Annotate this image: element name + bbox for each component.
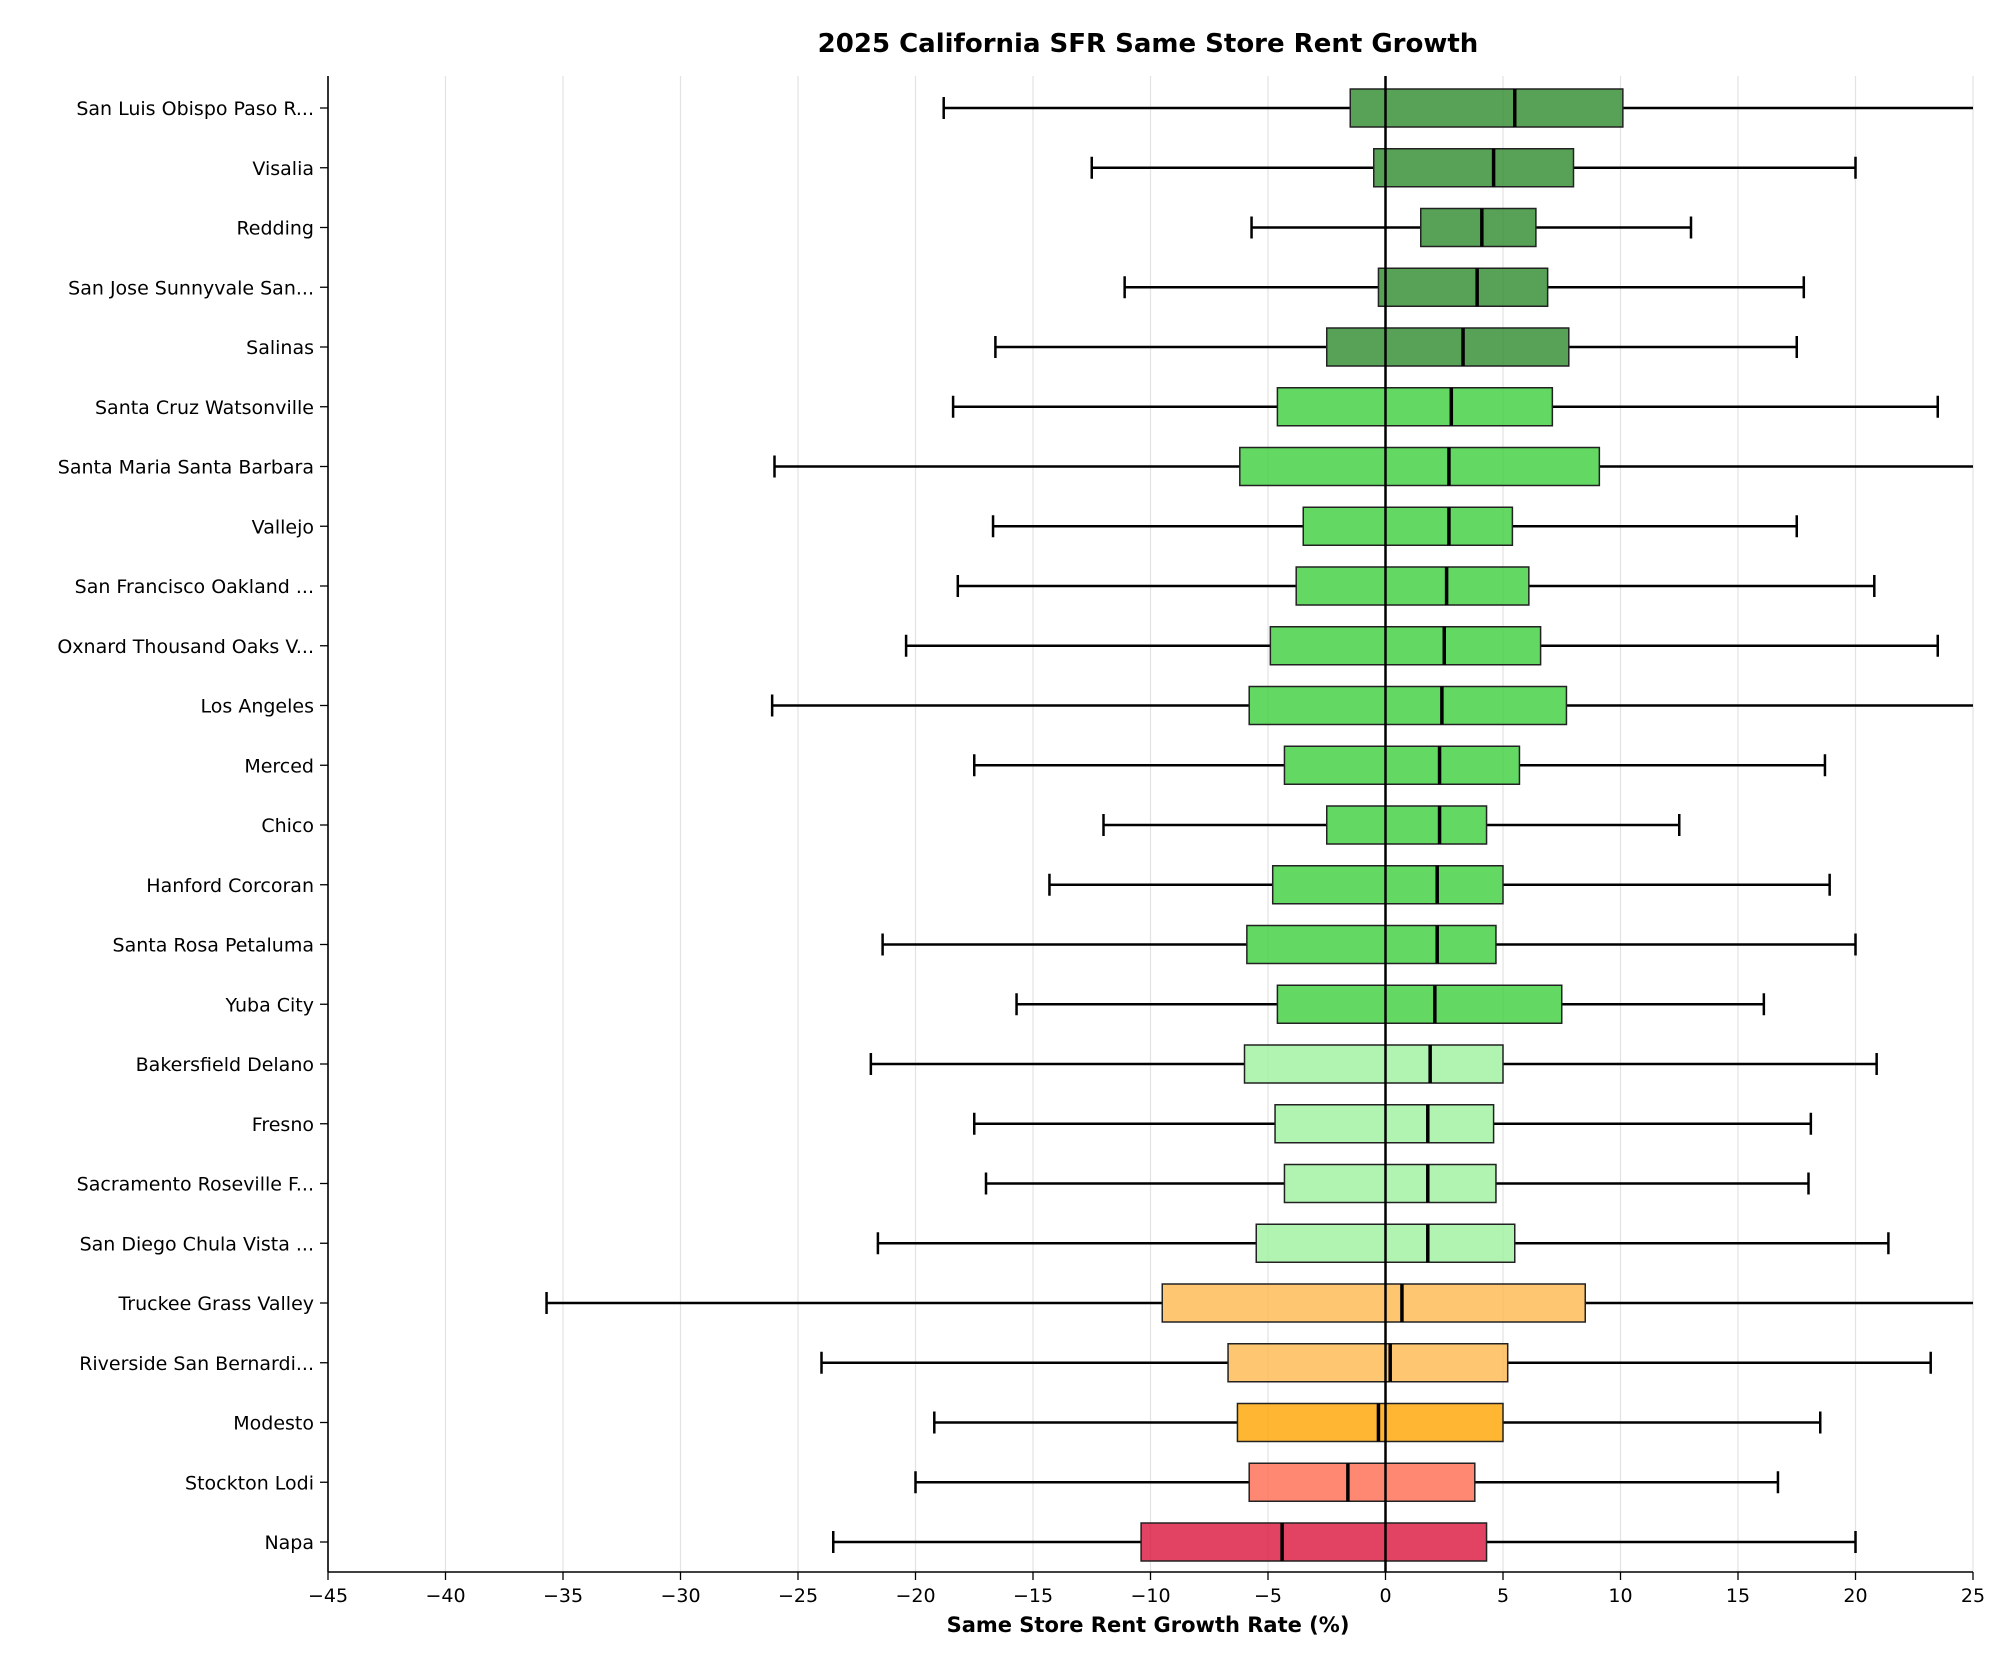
category-label: Los Angeles xyxy=(201,696,314,718)
category-label: Santa Cruz Watsonville xyxy=(95,397,314,419)
x-tick-label: −35 xyxy=(543,1585,583,1607)
category-label: Chico xyxy=(261,815,314,837)
iqr-box xyxy=(1373,148,1575,188)
box-19 xyxy=(984,1163,1810,1204)
box-24 xyxy=(914,1462,1780,1502)
x-tick-label: −30 xyxy=(660,1585,700,1607)
category-label: Santa Maria Santa Barbara xyxy=(58,457,314,479)
iqr-box xyxy=(1236,1402,1504,1443)
iqr-box xyxy=(1246,924,1497,965)
box-3 xyxy=(1250,207,1693,248)
box-7 xyxy=(773,446,1973,487)
iqr-box xyxy=(1283,745,1521,785)
category-label: Riverside San Bernardi... xyxy=(79,1353,314,1375)
y-axis-categories: San Luis Obispo Paso R... Visalia Redding S… xyxy=(57,98,328,1554)
x-tick-label: −15 xyxy=(1013,1585,1053,1607)
box-8 xyxy=(991,506,1798,546)
iqr-box xyxy=(1326,327,1570,367)
x-tick-label: −25 xyxy=(778,1585,818,1607)
box-13 xyxy=(1102,805,1681,845)
iqr-box xyxy=(1161,1283,1586,1323)
x-axis-ticks: −45 −40 −35 −30 −25 −20 −15 −10 −5 0 5 10 15 20 25 xyxy=(308,1572,1985,1607)
x-tick-label: −10 xyxy=(1130,1585,1170,1607)
category-label: Hanford Corcoran xyxy=(146,875,314,897)
category-label: San Jose Sunnyvale San... xyxy=(68,277,314,299)
category-label: Santa Rosa Petaluma xyxy=(113,935,314,957)
box-12 xyxy=(973,745,1827,785)
box-4 xyxy=(1123,267,1806,307)
box-16 xyxy=(1015,984,1766,1024)
box-1 xyxy=(942,88,1973,128)
category-label: Vallejo xyxy=(252,516,314,538)
box-22 xyxy=(820,1343,1932,1383)
box-11 xyxy=(770,685,1973,726)
category-label: Sacramento Roseville F... xyxy=(77,1174,314,1196)
iqr-box xyxy=(1377,267,1549,307)
box-23 xyxy=(933,1402,1822,1443)
box-6 xyxy=(951,387,1939,427)
iqr-box xyxy=(1239,446,1601,487)
grid-lines xyxy=(327,76,1974,1572)
box-17 xyxy=(869,1044,1878,1084)
iqr-box xyxy=(1295,566,1530,606)
box-9 xyxy=(956,566,1876,606)
chart-title: 2025 California SFR Same Store Rent Grow… xyxy=(818,29,1479,59)
box-18 xyxy=(973,1104,1813,1144)
category-label: Modesto xyxy=(233,1413,314,1435)
iqr-box xyxy=(1349,88,1624,128)
category-label: Yuba City xyxy=(225,994,314,1016)
x-tick-label: 25 xyxy=(1961,1585,1985,1607)
category-label: San Francisco Oakland ... xyxy=(75,576,314,598)
iqr-box xyxy=(1302,506,1514,546)
iqr-box xyxy=(1420,207,1537,248)
x-tick-label: −45 xyxy=(308,1585,348,1607)
category-label: Truckee Grass Valley xyxy=(117,1293,314,1315)
box-25 xyxy=(832,1522,1857,1562)
iqr-box xyxy=(1276,387,1554,427)
iqr-box xyxy=(1248,1462,1476,1502)
box-20 xyxy=(876,1223,1890,1263)
category-label: Bakersfield Delano xyxy=(136,1054,314,1076)
iqr-box xyxy=(1269,626,1542,666)
category-label: Salinas xyxy=(246,337,314,359)
category-label: San Diego Chula Vista ... xyxy=(80,1233,314,1255)
iqr-box xyxy=(1227,1343,1509,1383)
x-tick-label: −5 xyxy=(1254,1585,1282,1607)
x-axis-label: Same Store Rent Growth Rate (%) xyxy=(947,1613,1350,1637)
category-label: Stockton Lodi xyxy=(185,1472,314,1494)
x-tick-label: −20 xyxy=(895,1585,935,1607)
iqr-box xyxy=(1276,984,1563,1024)
category-label: Oxnard Thousand Oaks V... xyxy=(57,636,314,658)
box-14 xyxy=(1048,865,1831,905)
box-5 xyxy=(994,327,1798,367)
iqr-box xyxy=(1243,1044,1504,1084)
x-tick-label: 0 xyxy=(1379,1585,1391,1607)
iqr-box xyxy=(1326,805,1488,845)
category-label: San Luis Obispo Paso R... xyxy=(76,98,314,120)
x-tick-label: 10 xyxy=(1608,1585,1632,1607)
x-tick-label: 20 xyxy=(1843,1585,1867,1607)
box-2 xyxy=(1090,148,1857,188)
category-label: Merced xyxy=(244,755,314,777)
x-tick-label: 5 xyxy=(1497,1585,1509,1607)
iqr-box xyxy=(1140,1522,1488,1562)
box-10 xyxy=(904,626,1939,666)
x-tick-label: −40 xyxy=(425,1585,465,1607)
box-15 xyxy=(881,924,1857,965)
category-label: Visalia xyxy=(252,158,314,180)
x-tick-label: 15 xyxy=(1726,1585,1750,1607)
iqr-box xyxy=(1271,865,1504,905)
category-label: Fresno xyxy=(252,1114,314,1136)
iqr-box xyxy=(1283,1163,1497,1204)
iqr-box xyxy=(1248,685,1568,726)
box-series xyxy=(545,88,1973,1562)
category-label: Napa xyxy=(264,1532,314,1554)
category-label: Redding xyxy=(236,218,314,240)
box-21 xyxy=(545,1283,1973,1323)
